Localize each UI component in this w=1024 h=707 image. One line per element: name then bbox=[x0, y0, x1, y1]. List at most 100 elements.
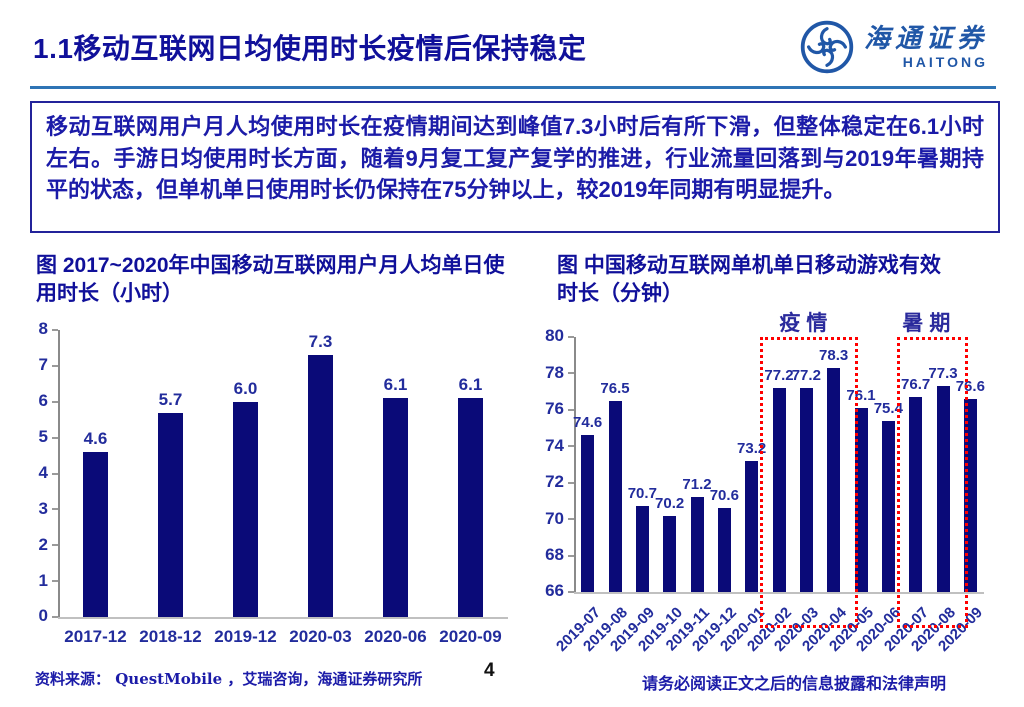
bar-value-2019-12: 70.6 bbox=[709, 487, 739, 505]
x-axis-line bbox=[58, 617, 508, 619]
x-label-2017-12: 2017-12 bbox=[64, 627, 127, 646]
bar-2020-09 bbox=[458, 398, 483, 617]
summary-text: 移动互联网用户月人均使用时长在疫情期间达到峰值7.3小时后有所下滑，但整体稳定在… bbox=[46, 114, 984, 202]
page-number: 4 bbox=[484, 660, 495, 681]
logo-name-en: HAITONG bbox=[902, 54, 988, 70]
y-tick-3: 3 bbox=[38, 498, 48, 518]
summary-box: 移动互联网用户月人均使用时长在疫情期间达到峰值7.3小时后有所下滑，但整体稳定在… bbox=[30, 101, 1000, 233]
bar-value-2020-05: 76.1 bbox=[846, 387, 876, 405]
y-tick-7: 7 bbox=[38, 355, 48, 375]
bar-2018-12 bbox=[158, 412, 183, 617]
bar-2020-06 bbox=[383, 398, 408, 617]
x-label-2020-09: 2020-09 bbox=[439, 627, 502, 646]
bar-value-2020-04: 78.3 bbox=[819, 346, 849, 364]
annotation-box-疫情 bbox=[760, 337, 859, 628]
y-tick-80: 80 bbox=[545, 326, 564, 346]
bar-value-2019-07: 74.6 bbox=[573, 414, 603, 432]
bar-2020-07 bbox=[909, 397, 923, 592]
bar-value-2020-02: 77.2 bbox=[764, 367, 794, 384]
y-axis-line bbox=[58, 330, 60, 617]
bar-value-2017-12: 4.6 bbox=[83, 428, 108, 448]
footer-disclaimer: 请务必阅读正文之后的信息披露和法律声明 bbox=[642, 674, 947, 693]
bar-2020-01 bbox=[745, 460, 759, 592]
y-tick-72: 72 bbox=[545, 472, 564, 492]
bar-2019-12 bbox=[233, 401, 258, 617]
bar-2020-06 bbox=[881, 420, 895, 592]
bar-value-2019-08: 76.5 bbox=[600, 379, 630, 397]
x-label-2020-03: 2020-03 bbox=[289, 627, 352, 646]
haitong-logo: 海通证券 HAITONG bbox=[800, 20, 988, 74]
y-tick-mark bbox=[568, 481, 574, 484]
bar-value-2020-03: 7.3 bbox=[308, 332, 333, 352]
y-tick-mark bbox=[52, 329, 58, 331]
bar-value-2020-08: 77.3 bbox=[928, 365, 958, 383]
y-axis-line bbox=[574, 337, 576, 592]
y-tick-68: 68 bbox=[545, 545, 564, 565]
bar-2020-02 bbox=[772, 388, 786, 592]
x-axis-line bbox=[574, 592, 984, 594]
y-tick-74: 74 bbox=[545, 435, 564, 455]
y-tick-8: 8 bbox=[38, 319, 48, 339]
bar-2019-10 bbox=[663, 515, 677, 592]
bar-value-2020-01: 73.2 bbox=[737, 439, 767, 457]
haitong-swirl-emblem-icon bbox=[800, 20, 854, 74]
y-tick-mark bbox=[52, 508, 58, 511]
y-tick-mark bbox=[52, 364, 58, 367]
y-tick-mark bbox=[52, 616, 58, 618]
right-chart-title: 图 中国移动互联网单机单日移动游戏有效时长（分钟） bbox=[557, 254, 941, 305]
y-tick-mark bbox=[52, 544, 58, 547]
bar-2019-12 bbox=[717, 508, 731, 592]
y-tick-mark bbox=[568, 372, 574, 375]
bar-value-2019-12: 6.0 bbox=[233, 378, 258, 398]
y-tick-70: 70 bbox=[545, 508, 564, 528]
y-tick-mark bbox=[568, 518, 574, 521]
bar-value-2020-06: 75.4 bbox=[873, 399, 903, 417]
y-tick-5: 5 bbox=[38, 427, 48, 447]
bar-value-2019-09: 70.7 bbox=[627, 485, 657, 503]
y-tick-mark bbox=[568, 408, 574, 411]
left-chart-title: 图 2017~2020年中国移动互联网用户月人均单日使用时长（小时） bbox=[36, 254, 505, 305]
bar-2020-03 bbox=[799, 388, 813, 592]
annotation-label-暑期: 暑期 bbox=[902, 312, 957, 335]
bar-2019-11 bbox=[690, 497, 704, 592]
left-bar-chart: 0 1 2 3 4 5 6 7 8 4.6 2017-12 5.7 2018-12 6.0 2019-12 7… bbox=[10, 319, 520, 662]
page-title: 1.1移动互联网日均使用时长疫情后保持稳定 bbox=[33, 33, 587, 64]
bar-value-2020-09: 6.1 bbox=[458, 375, 483, 395]
y-tick-0: 0 bbox=[38, 606, 48, 626]
y-tick-4: 4 bbox=[38, 462, 48, 482]
y-tick-mark bbox=[52, 472, 58, 475]
y-tick-76: 76 bbox=[545, 399, 564, 419]
y-tick-mark bbox=[568, 554, 574, 557]
bar-2020-04 bbox=[827, 367, 841, 592]
y-tick-66: 66 bbox=[545, 581, 564, 601]
logo-name-zh: 海通证券 bbox=[863, 24, 988, 54]
bar-2017-12 bbox=[83, 451, 108, 617]
y-tick-mark bbox=[52, 436, 58, 439]
y-tick-1: 1 bbox=[38, 570, 48, 590]
y-tick-mark bbox=[568, 445, 574, 448]
bar-2019-07 bbox=[581, 435, 595, 592]
bar-value-2019-11: 71.2 bbox=[682, 476, 712, 494]
x-label-2019-12: 2019-12 bbox=[214, 627, 277, 646]
y-tick-6: 6 bbox=[38, 391, 48, 411]
y-tick-mark bbox=[52, 580, 58, 583]
y-tick-2: 2 bbox=[38, 534, 48, 554]
bar-value-2020-06: 6.1 bbox=[383, 375, 408, 395]
y-tick-mark bbox=[568, 591, 574, 593]
bar-value-2020-07: 76.7 bbox=[901, 376, 931, 394]
title-underline-rule bbox=[30, 86, 996, 89]
footer-source: 资料来源： QuestMobile ，艾瑞咨询，海通证券研究所 bbox=[35, 670, 423, 688]
right-bar-chart: 66 68 70 72 74 76 78 80 74.6 2019-07 76.5 2019-08 70… bbox=[540, 300, 1024, 700]
bar-value-2019-10: 70.2 bbox=[655, 494, 685, 512]
y-tick-78: 78 bbox=[545, 362, 564, 382]
y-tick-mark bbox=[568, 336, 574, 338]
bar-value-2020-03: 77.2 bbox=[791, 367, 821, 384]
bar-2019-08 bbox=[608, 400, 622, 592]
bar-value-2018-12: 5.7 bbox=[158, 389, 183, 409]
bar-2019-09 bbox=[635, 506, 649, 592]
bar-value-2020-09: 76.6 bbox=[955, 377, 985, 395]
logo-names: 海通证券 HAITONG bbox=[864, 24, 988, 70]
y-tick-mark bbox=[52, 400, 58, 403]
x-label-2020-06: 2020-06 bbox=[364, 627, 427, 646]
